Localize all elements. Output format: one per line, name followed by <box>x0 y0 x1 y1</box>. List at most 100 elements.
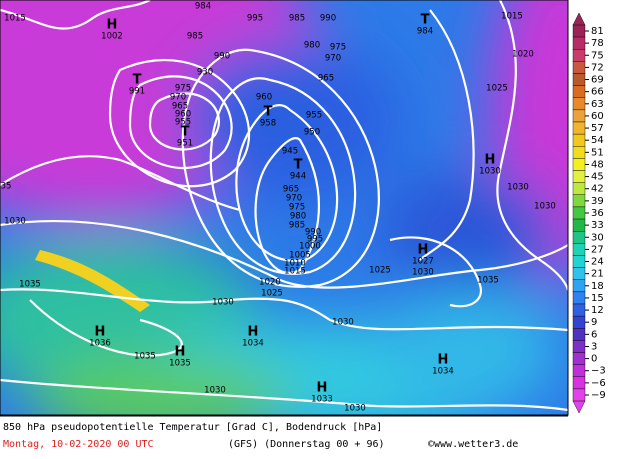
colorbar-cell <box>572 315 586 329</box>
colorbar-cell <box>572 121 586 135</box>
center-symbol: H <box>438 353 449 368</box>
colorbar-cell <box>572 364 586 377</box>
center-value: 984 <box>417 27 433 37</box>
center-value: 1036 <box>89 339 111 349</box>
colorbar-label: 63 <box>591 99 604 110</box>
isobar-label: 1025 <box>486 84 508 94</box>
isobar-label: 990 <box>320 14 336 24</box>
isobar-label: 980 <box>304 41 320 51</box>
isobar-label: 1030 <box>332 318 354 328</box>
colorbar-label: −3 <box>591 366 606 377</box>
colorbar-cell <box>572 182 586 196</box>
colorbar-cell <box>572 133 586 147</box>
colorbar-label: 33 <box>591 220 604 231</box>
colorbar-cell <box>572 36 586 50</box>
colorbar-label: −9 <box>591 390 606 401</box>
center-symbol: H <box>175 345 186 360</box>
isobar-label: 1030 <box>412 268 434 278</box>
center-value: 1002 <box>101 32 123 42</box>
colorbar-label: 39 <box>591 196 604 207</box>
center-symbol: T <box>133 73 142 88</box>
isobar-label: 35 <box>1 182 12 192</box>
center-value: 991 <box>129 87 145 97</box>
center-symbol: H <box>418 243 429 258</box>
colorbar-label: 78 <box>591 38 604 49</box>
colorbar-cell <box>572 49 586 62</box>
isobar-label: 1030 <box>4 217 26 227</box>
center-symbol: H <box>248 325 259 340</box>
isobar-label: 970 <box>170 93 186 103</box>
colorbar: 8178757269666360575451484542393633302724… <box>572 12 606 414</box>
isobar-label: 960 <box>175 110 191 120</box>
colorbar-label: 66 <box>591 87 604 98</box>
colorbar-label: −6 <box>591 378 606 389</box>
isobar-label: 975 <box>175 84 191 94</box>
colorbar-label: 75 <box>591 50 604 61</box>
isobar-label: 930 <box>197 68 213 78</box>
isobar-label: 970 <box>325 54 341 64</box>
center-symbol: T <box>421 13 430 28</box>
isobar-label: 970 <box>286 194 302 204</box>
colorbar-label: 27 <box>591 244 604 255</box>
colorbar-label: 3 <box>591 341 597 352</box>
isobar-label: 985 <box>289 14 305 24</box>
isobar-label: 965 <box>283 185 299 195</box>
colorbar-cell <box>572 267 586 280</box>
footer-copyright: ©www.wetter3.de <box>428 439 518 450</box>
colorbar-label: 36 <box>591 208 604 219</box>
colorbar-cell <box>572 85 586 98</box>
colorbar-cell <box>572 291 586 305</box>
center-value: 1027 <box>412 257 434 267</box>
isobar-label: 1015 <box>501 12 523 22</box>
isobar-label: 985 <box>289 221 305 231</box>
map-frame <box>0 0 569 416</box>
colorbar-cell <box>572 279 586 293</box>
isobar-label: 1025 <box>369 266 391 276</box>
isobar-label: 1020 <box>512 50 534 60</box>
colorbar-cell <box>572 388 586 402</box>
isobar-label: 990 <box>214 52 230 62</box>
isobar-label: 945 <box>282 147 298 157</box>
center-value: 958 <box>260 119 276 129</box>
colorbar-cell <box>572 230 586 244</box>
footer-title: 850 hPa pseudopotentielle Temperatur [Gr… <box>3 422 382 433</box>
colorbar-cell <box>572 73 586 86</box>
isobar-label: 1000 <box>299 242 321 252</box>
colorbar-label: 57 <box>591 123 604 134</box>
colorbar-label: 21 <box>591 269 604 280</box>
colorbar-cell <box>572 158 586 171</box>
colorbar-cell <box>572 146 586 159</box>
center-value: 1030 <box>479 167 501 177</box>
center-value: 1035 <box>169 359 191 369</box>
colorbar-label: 60 <box>591 111 604 122</box>
center-symbol: T <box>181 125 190 140</box>
isobar-label: 1030 <box>212 298 234 308</box>
colorbar-label: 30 <box>591 232 604 243</box>
isobar-label: 960 <box>256 93 272 103</box>
isobar-label: 950 <box>304 128 320 138</box>
isobar-label: 1005 <box>289 251 311 261</box>
colorbar-cell <box>572 170 586 183</box>
center-symbol: H <box>317 381 328 396</box>
isobar-label: 1030 <box>534 202 556 212</box>
isobar-label: 985 <box>187 32 203 42</box>
colorbar-cell <box>572 61 586 74</box>
center-value: 1034 <box>432 367 454 377</box>
center-symbol: H <box>95 325 106 340</box>
isobar-label: 1020 <box>259 278 281 288</box>
colorbar-label: 0 <box>591 354 597 365</box>
colorbar-cell <box>572 376 586 390</box>
colorbar-cell <box>572 243 586 256</box>
isobar-label: 1015 <box>284 267 306 277</box>
center-symbol: T <box>264 105 273 120</box>
colorbar-cell <box>572 194 586 208</box>
center-value: 1033 <box>311 395 333 405</box>
colorbar-cell <box>572 97 586 111</box>
footer-model: (GFS) (Donnerstag 00 + 96) <box>228 439 385 450</box>
isobar-label: 1025 <box>261 289 283 299</box>
center-value: 951 <box>177 139 193 149</box>
center-value: 944 <box>290 172 306 182</box>
footer-date: Montag, 10-02-2020 00 UTC <box>3 439 154 450</box>
colorbar-label: 69 <box>591 75 604 86</box>
